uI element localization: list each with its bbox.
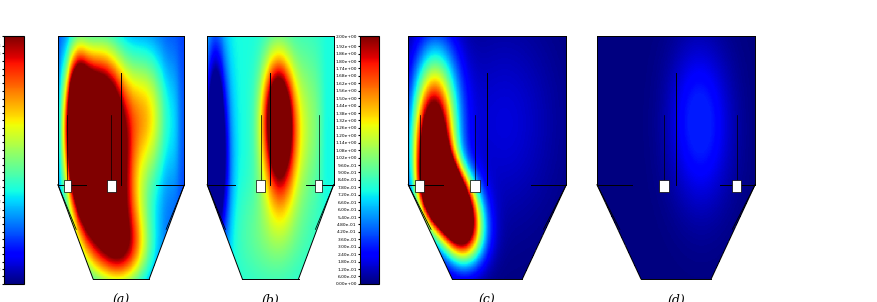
Text: (c): (c) [478, 294, 496, 302]
Bar [63, 180, 70, 192]
Bar [469, 180, 480, 192]
Bar [658, 180, 668, 192]
Bar [315, 180, 322, 192]
Bar [731, 180, 740, 192]
Bar [107, 180, 116, 192]
Text: (b): (b) [261, 294, 279, 302]
Text: (d): (d) [667, 294, 684, 302]
Text: (a): (a) [112, 294, 130, 302]
Bar [415, 180, 424, 192]
Bar [256, 180, 265, 192]
